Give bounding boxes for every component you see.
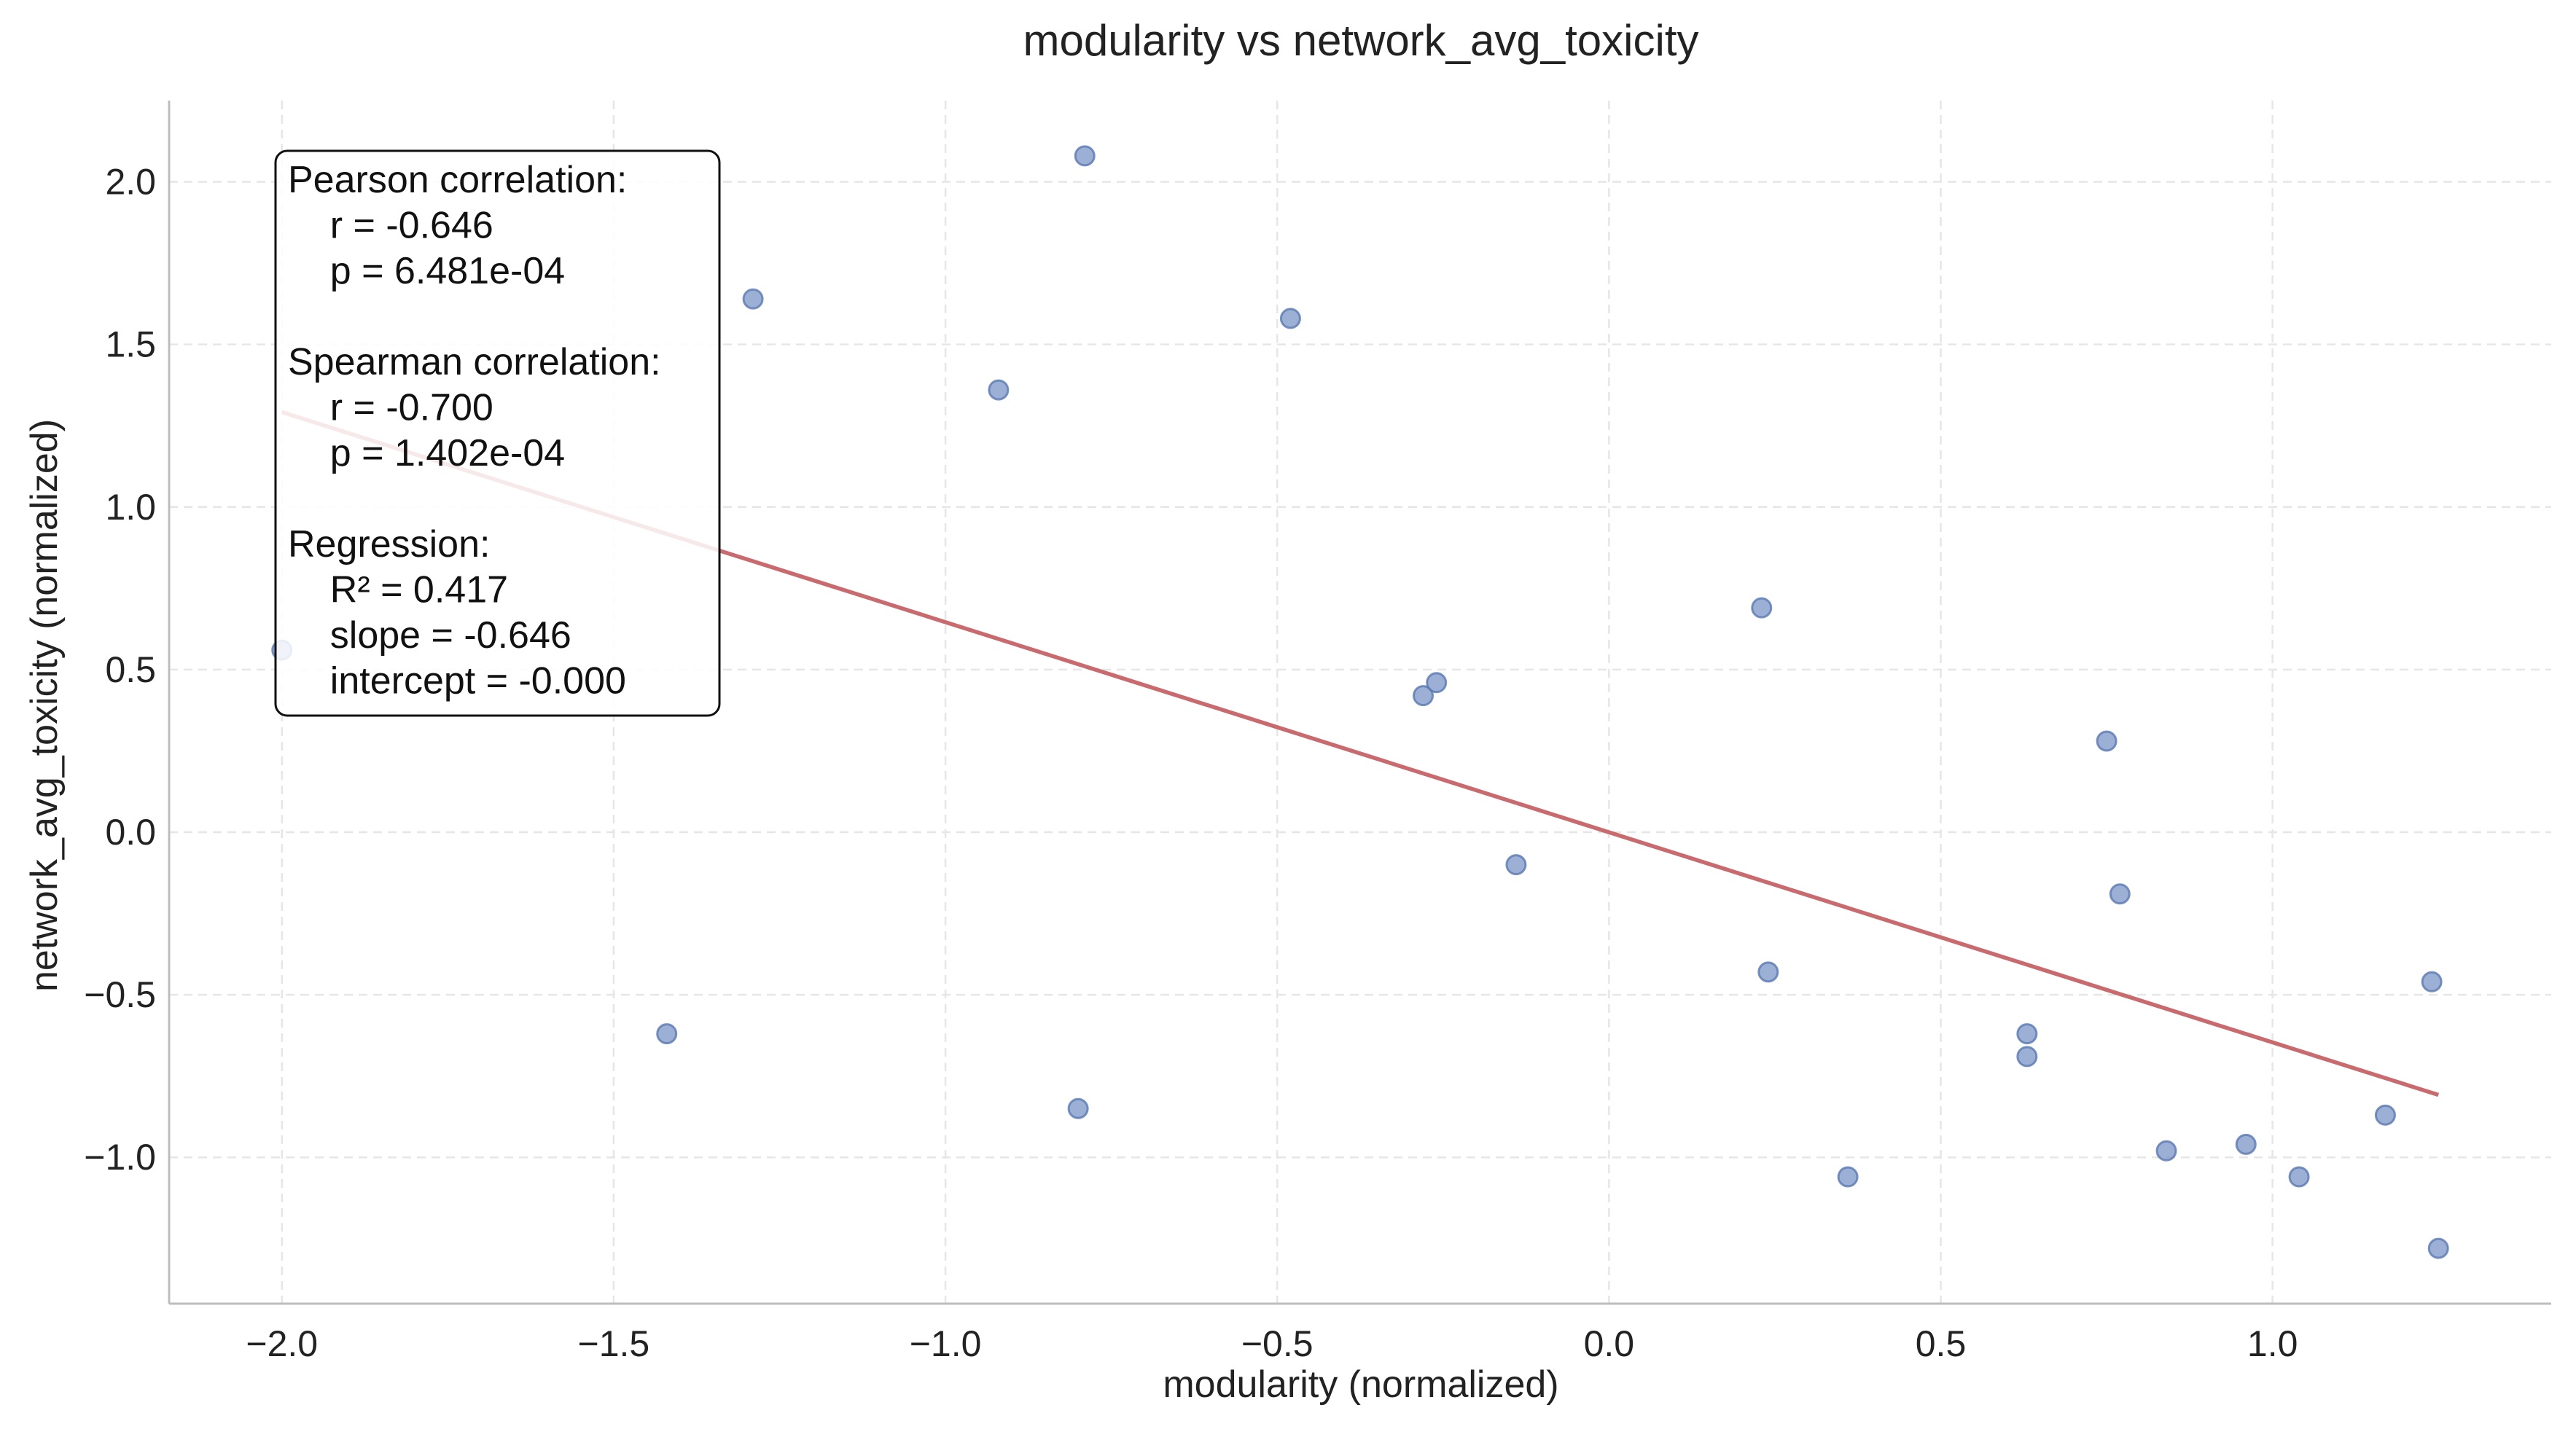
y-axis-label: network_avg_toxicity (normalized) <box>23 419 66 992</box>
scatter-point <box>2421 971 2443 993</box>
scatter-point <box>742 288 764 310</box>
scatter-point <box>1751 597 1773 619</box>
scatter-point <box>1279 308 1301 329</box>
scatter-point <box>2288 1166 2310 1188</box>
y-tick-label: 2.0 <box>105 162 156 203</box>
stats-line: Pearson correlation: <box>288 159 627 201</box>
scatter-points <box>271 145 2449 1259</box>
stats-line: r = -0.646 <box>288 205 493 247</box>
axes <box>168 101 2551 1305</box>
y-tick-label: −1.0 <box>84 1137 156 1178</box>
scatter-point <box>2016 1023 2038 1045</box>
x-tick-label: 0.5 <box>1916 1323 1967 1364</box>
x-axis-label: modularity (normalized) <box>1163 1363 1558 1406</box>
scatter-point <box>1426 672 1448 694</box>
y-tick-label: 1.0 <box>105 487 156 528</box>
scatter-point <box>2109 883 2131 905</box>
scatter-point <box>1067 1097 1089 1119</box>
scatter-point <box>656 1023 678 1045</box>
stats-line: intercept = -0.000 <box>288 660 626 702</box>
x-tick-label: −0.5 <box>1241 1323 1314 1364</box>
stats-line: R² = 0.417 <box>288 569 508 611</box>
y-tick-label: −0.5 <box>84 974 156 1015</box>
scatter-point <box>2096 730 2118 752</box>
chart-title: modularity vs network_avg_toxicity <box>1023 16 1698 65</box>
stats-line: slope = -0.646 <box>288 614 571 657</box>
ticks: −2.0 −1.5 −1.0 −0.5 0.0 0.5 1.0 −1.0 −0.5 0.0 0.5 1… <box>84 162 2298 1364</box>
x-tick-label: 0.0 <box>1584 1323 1635 1364</box>
stats-line: Spearman correlation: <box>288 341 661 383</box>
x-tick-label: −2.0 <box>246 1323 318 1364</box>
stats-annotation-box: Pearson correlation: r = -0.646 p = 6.48… <box>274 149 721 717</box>
stats-line: p = 1.402e-04 <box>288 432 565 474</box>
scatter-point <box>1074 145 1096 167</box>
scatter-point <box>2016 1046 2038 1068</box>
stats-text: Pearson correlation: r = -0.646 p = 6.48… <box>288 159 661 702</box>
x-tick-label: −1.5 <box>578 1323 650 1364</box>
y-tick-label: 0.0 <box>105 812 156 853</box>
stats-box-frame <box>274 149 721 717</box>
scatter-point <box>1412 685 1434 707</box>
scatter-point <box>2155 1140 2177 1162</box>
stats-line: r = -0.700 <box>288 387 493 429</box>
x-tick-label: −1.0 <box>910 1323 982 1364</box>
stats-line: p = 6.481e-04 <box>288 250 565 292</box>
scatter-point <box>2374 1104 2396 1126</box>
stats-line: Regression: <box>288 523 490 565</box>
scatter-point <box>988 379 1010 401</box>
y-tick-label: 1.5 <box>105 324 156 365</box>
x-tick-label: 1.0 <box>2247 1323 2298 1364</box>
scatter-point <box>2235 1133 2257 1155</box>
scatter-point <box>2427 1237 2449 1259</box>
scatter-point <box>1837 1166 1859 1188</box>
scatter-point <box>1505 854 1527 876</box>
scatter-point <box>1757 961 1779 983</box>
y-tick-label: 0.5 <box>105 649 156 690</box>
